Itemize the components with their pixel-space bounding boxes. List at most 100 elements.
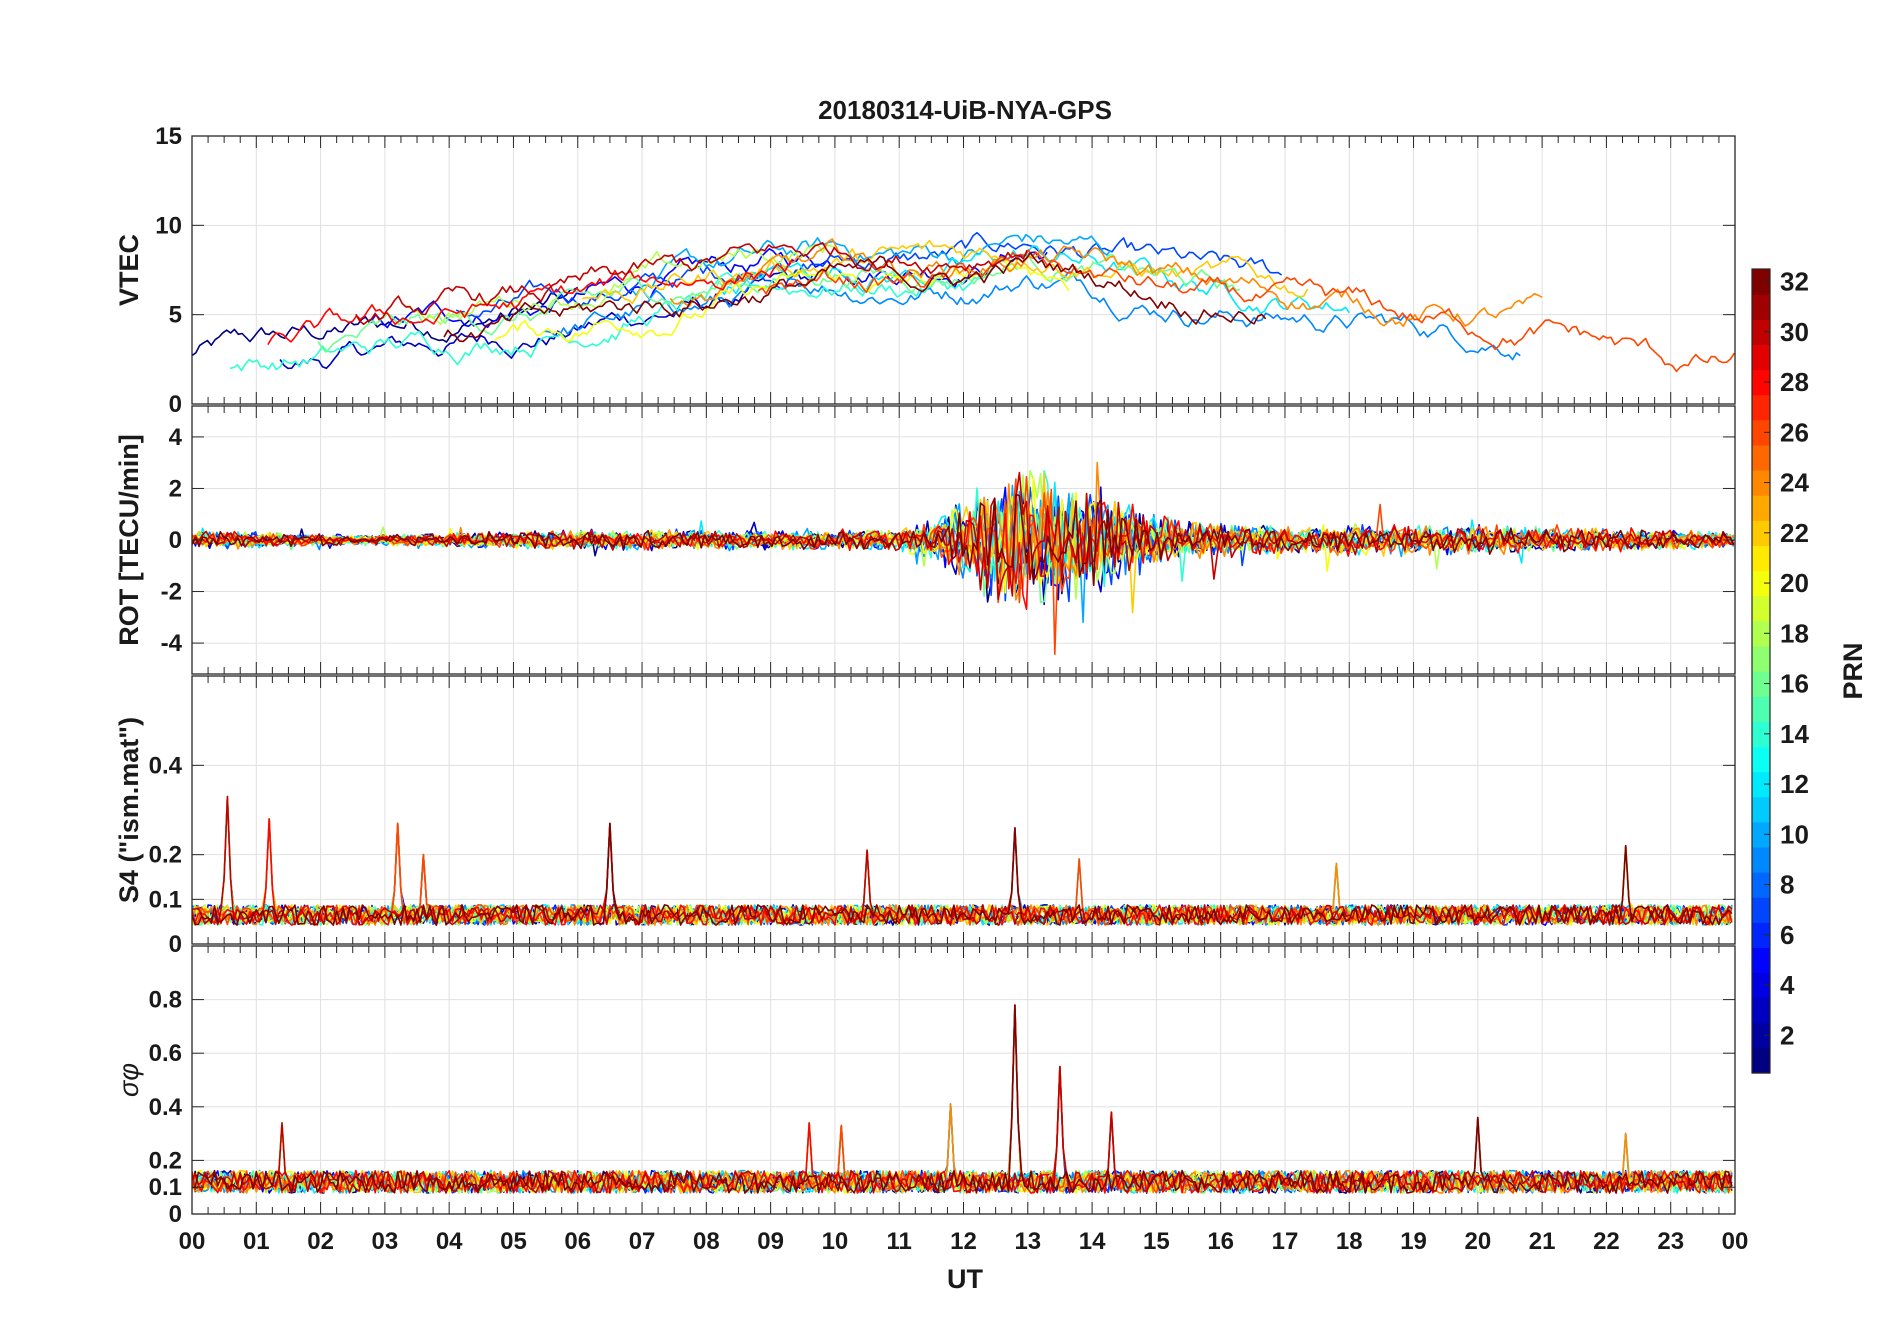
- x-tick-label: 21: [1529, 1228, 1556, 1255]
- colorbar-cell: [1752, 947, 1770, 974]
- colorbar-tick-label: 12: [1780, 769, 1809, 799]
- colorbar-cell: [1752, 897, 1770, 923]
- colorbar-tick-label: 30: [1780, 317, 1809, 347]
- y-tick-label: 0.4: [149, 1094, 183, 1121]
- colorbar-cell: [1752, 1022, 1770, 1049]
- x-tick-label: 13: [1014, 1228, 1041, 1255]
- x-axis-label: UT: [947, 1264, 983, 1294]
- x-tick-label: 22: [1593, 1228, 1620, 1255]
- colorbar-cell: [1752, 1047, 1770, 1074]
- y-tick-label: 0: [169, 527, 182, 554]
- x-ticks: [191, 406, 1736, 674]
- y-tick-label: 0.6: [149, 1040, 182, 1067]
- colorbar-tick-label: 6: [1780, 920, 1794, 950]
- series-prn-32: [192, 822, 1733, 926]
- colorbar-cell: [1752, 419, 1770, 446]
- colorbar-tick-label: 26: [1780, 417, 1809, 447]
- colorbar-cell: [1752, 771, 1770, 798]
- y-tick-label: 0: [169, 1201, 182, 1228]
- colorbar-tick-label: 22: [1780, 518, 1809, 548]
- series-prn-28: [192, 818, 1733, 926]
- colorbar-cell: [1752, 872, 1770, 898]
- series-prn-14: [229, 259, 1006, 372]
- x-tick-labels: 00 01 02 03 04 05 06 07 08 09 10 11 12 13 14 15 16 17 18 19…: [179, 1228, 1749, 1255]
- colorbar-cell: [1752, 520, 1770, 546]
- grid: [192, 946, 1735, 1214]
- colorbar-tick-label: 28: [1780, 367, 1809, 397]
- x-tick-label: 23: [1657, 1228, 1684, 1255]
- colorbar-tick-label: 8: [1780, 870, 1794, 900]
- series-group: [192, 461, 1735, 655]
- y-axis-label: ROT [TECU/min]: [114, 434, 144, 645]
- x-tick-label: 11: [887, 1228, 912, 1255]
- series-prn-28: [267, 258, 794, 346]
- colorbar-cell: [1752, 972, 1770, 999]
- panel-sigma_phi: 00.10.2 0.4 0.6 0.8 σφ: [114, 945, 1736, 1228]
- colorbar-cell: [1752, 344, 1770, 371]
- x-tick-label: 07: [629, 1228, 656, 1255]
- y-axis-label: VTEC: [114, 234, 144, 306]
- colorbar-tick-label: 16: [1780, 669, 1809, 699]
- x-tick-label: 09: [757, 1228, 784, 1255]
- colorbar-cell: [1752, 997, 1770, 1024]
- series-prn-32: [192, 1004, 1733, 1194]
- colorbar-tick-label: 4: [1780, 970, 1795, 1000]
- colorbar-cell: [1752, 696, 1770, 722]
- figure-title: 20180314-UiB-NYA-GPS: [818, 95, 1112, 125]
- y-tick-label: -4: [161, 630, 183, 657]
- x-tick-label: 16: [1207, 1228, 1234, 1255]
- y-tick-label: 0.4: [149, 752, 183, 779]
- panel-rot: -4 -2 0 2 4 ROT [TECU/min]: [114, 405, 1736, 675]
- x-tick-label: 19: [1400, 1228, 1427, 1255]
- series-prn-32: [443, 252, 1267, 343]
- colorbar-cell: [1752, 495, 1770, 521]
- x-tick-label: 10: [822, 1228, 849, 1255]
- colorbar-cell: [1752, 922, 1770, 948]
- y-tick-label: 0.2: [149, 1147, 182, 1174]
- series-prn-28: [192, 1065, 1733, 1194]
- x-tick-label: 00: [1722, 1228, 1749, 1255]
- grid: [192, 676, 1735, 944]
- colorbar-cell: [1752, 294, 1770, 320]
- colorbar-cell: [1752, 394, 1770, 421]
- x-tick-label: 18: [1336, 1228, 1363, 1255]
- colorbar-cell: [1752, 570, 1770, 597]
- colorbar-cell: [1752, 846, 1770, 873]
- colorbar-tick-label: 18: [1780, 618, 1809, 648]
- colorbar-gradient: [1752, 269, 1770, 1074]
- y-tick-label: 0: [169, 391, 182, 418]
- colorbar-cell: [1752, 821, 1770, 848]
- y-tick-label: 5: [169, 302, 182, 329]
- x-tick-label: 02: [307, 1228, 334, 1255]
- colorbar-cell: [1752, 269, 1770, 295]
- colorbar-cell: [1752, 721, 1770, 747]
- y-tick-label: 2: [169, 475, 182, 502]
- colorbar-cell: [1752, 319, 1770, 345]
- x-ticks: [191, 136, 1736, 404]
- series-prn-7: [455, 231, 1283, 318]
- x-tick-label: 01: [243, 1228, 270, 1255]
- y-tick-label: 0.1: [149, 1174, 182, 1201]
- series-prn-3: [279, 270, 813, 370]
- series-prn-20: [493, 256, 1070, 343]
- y-tick-label: 10: [155, 212, 182, 239]
- series-prn-24: [669, 238, 1543, 328]
- y-tick-label: 4: [169, 424, 183, 451]
- colorbar-cell: [1752, 369, 1770, 396]
- x-tick-label: 04: [436, 1228, 463, 1255]
- x-tick-label: 03: [372, 1228, 399, 1255]
- y-axis-label: σφ: [114, 1063, 144, 1097]
- colorbar-tick-label: 32: [1780, 267, 1809, 297]
- x-tick-label: 20: [1464, 1228, 1491, 1255]
- x-ticks: [191, 676, 1736, 944]
- x-tick-label: 06: [564, 1228, 591, 1255]
- colorbar-tick-label: 2: [1780, 1020, 1794, 1050]
- series-group: [192, 795, 1733, 926]
- series-prn-30: [355, 242, 1028, 325]
- colorbar-frame: [1751, 268, 1771, 1074]
- series-prn-26: [757, 249, 1735, 373]
- colorbar-cell: [1752, 746, 1770, 773]
